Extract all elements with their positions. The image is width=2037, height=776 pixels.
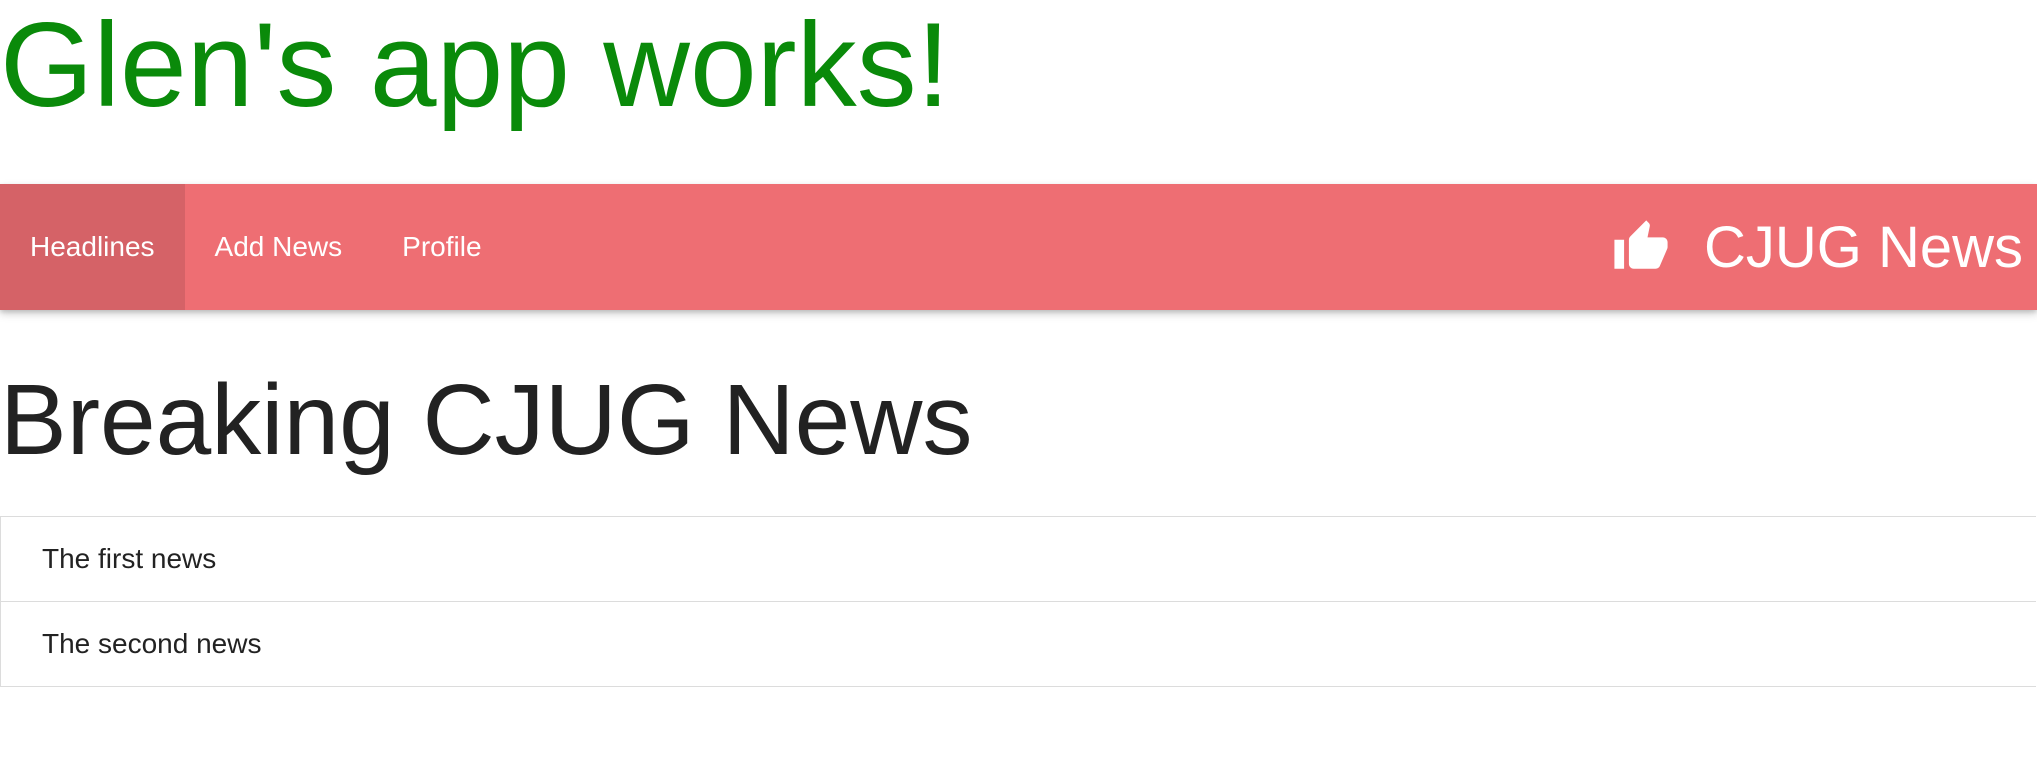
navbar: Headlines Add News Profile CJUG News xyxy=(0,184,2037,310)
brand-logo[interactable]: CJUG News xyxy=(1612,184,2037,310)
news-item[interactable]: The first news xyxy=(1,517,2036,602)
page-heading: Breaking CJUG News xyxy=(0,364,973,476)
nav-link-headlines[interactable]: Headlines xyxy=(0,184,185,310)
app-title: Glen's app works! xyxy=(0,0,950,132)
nav-link-add-news[interactable]: Add News xyxy=(214,231,343,262)
news-item[interactable]: The second news xyxy=(42,628,262,659)
brand-label: CJUG News xyxy=(1703,214,2023,280)
nav-links: Headlines Add News Profile xyxy=(0,184,512,310)
news-list: The first news The second news xyxy=(0,516,2036,687)
thumbs-up-icon xyxy=(1612,218,1670,276)
nav-link-profile[interactable]: Profile xyxy=(402,231,482,262)
